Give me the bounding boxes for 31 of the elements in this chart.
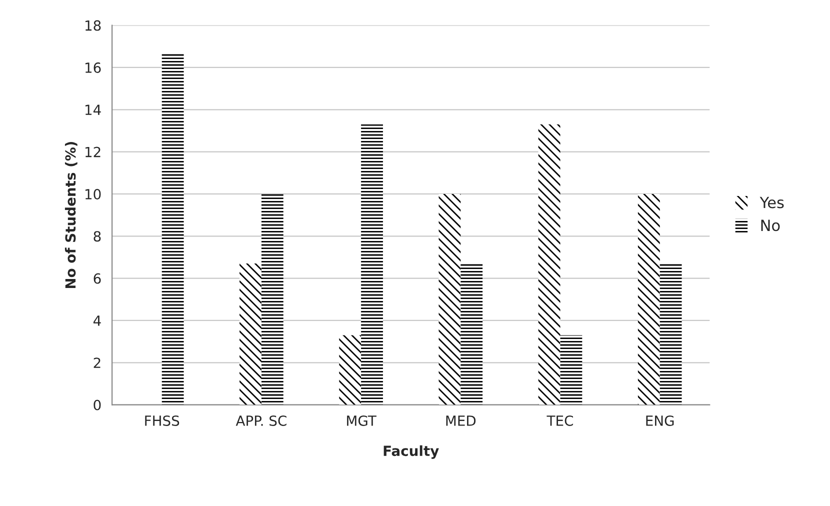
x-tick-label: FHSS <box>145 415 180 426</box>
x-tick-label: APP. SC <box>236 415 286 426</box>
y-tick-label: 10 <box>85 188 101 200</box>
y-tick-label: 8 <box>94 231 101 242</box>
x-tick-label: MED <box>446 416 476 426</box>
bar <box>460 264 483 405</box>
bar <box>438 194 461 405</box>
bar <box>261 194 284 405</box>
y-tick-label: 14 <box>85 104 101 115</box>
bar <box>560 335 582 405</box>
bar <box>361 124 383 405</box>
y-axis-title: No of Students (%) <box>64 142 78 288</box>
x-tick-label: MGT <box>347 415 376 426</box>
y-tick-label: 6 <box>94 273 101 284</box>
bar <box>660 264 682 405</box>
bar <box>339 335 362 405</box>
bar <box>638 194 660 405</box>
bar <box>240 264 262 405</box>
y-tick-label: 0 <box>94 400 101 410</box>
y-tick-label: 4 <box>93 316 101 326</box>
y-tick-label: 12 <box>85 146 100 158</box>
legend-label: No <box>761 220 780 232</box>
y-tick-label: 18 <box>85 20 101 31</box>
y-tick-label: 2 <box>94 358 100 368</box>
bar <box>538 124 560 405</box>
x-axis-title: Faculty <box>384 445 439 459</box>
legend-label: Yes <box>760 196 784 208</box>
x-tick-label: TEC <box>546 415 573 426</box>
bar <box>162 52 184 405</box>
y-tick-label: 16 <box>85 62 101 73</box>
x-tick-label: ENG <box>646 415 674 426</box>
